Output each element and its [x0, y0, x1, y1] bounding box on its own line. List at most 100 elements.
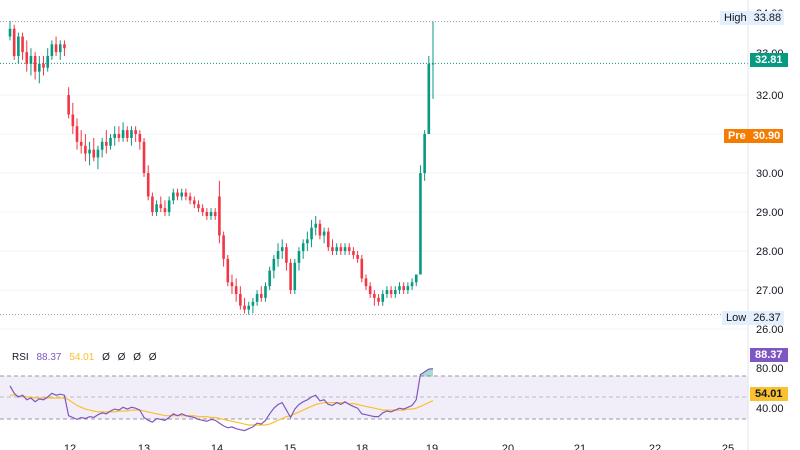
candle-body-22 [100, 141, 104, 150]
candle-body-16 [75, 126, 79, 142]
candle-body-6 [33, 56, 37, 72]
candle-body-86 [368, 286, 372, 294]
candle-body-64 [276, 251, 280, 259]
candle-body-100 [427, 63, 431, 135]
rsi-legend-extra-1: Ø [102, 352, 110, 363]
candle-body-38 [167, 200, 171, 213]
candle-body-55 [239, 293, 242, 306]
candle-body-74 [318, 223, 322, 236]
candle-body-94 [402, 286, 405, 291]
candle-body-66 [285, 247, 288, 263]
candle-body-92 [394, 290, 397, 294]
candle-body-70 [301, 243, 305, 252]
candle-body-46 [201, 208, 204, 213]
candle-body-26 [117, 134, 121, 138]
time-tick-6: 20 [502, 443, 514, 450]
price-tick-6: 26.00 [756, 324, 784, 336]
candle-body-20 [92, 149, 96, 158]
candle-body-59 [255, 293, 259, 302]
candle-body-61 [264, 286, 267, 298]
candle-body-1 [12, 28, 16, 57]
candle-body-33 [146, 173, 150, 197]
candle-body-88 [377, 297, 380, 302]
candle-body-45 [197, 204, 200, 209]
candle-body-15 [71, 114, 75, 127]
time-tick-1: 13 [138, 443, 150, 450]
candle-body-56 [243, 305, 246, 310]
candle-body-40 [176, 192, 179, 197]
candle-body-63 [272, 258, 276, 271]
high-label-value: 33.88 [750, 11, 785, 25]
candle-body-25 [113, 134, 117, 138]
candle-body-84 [360, 258, 364, 279]
price-tick-5: 27.00 [756, 285, 784, 297]
candle-body-21 [96, 149, 100, 158]
candle-body-91 [389, 290, 393, 294]
candle-body-10 [50, 44, 54, 57]
candle-body-58 [251, 301, 255, 306]
time-tick-4: 18 [356, 443, 368, 450]
low-label: Low 26.37 [722, 311, 784, 325]
pre-market-name: Pre [724, 129, 750, 143]
candle-body-30 [134, 130, 137, 135]
candle-body-68 [293, 262, 297, 291]
rsi-ma-badge: 54.01 [750, 387, 788, 401]
time-axis: 12 13 14 15 18 19 20 21 22 25 [64, 443, 734, 450]
candle-body-36 [159, 204, 163, 209]
candle-body-0 [8, 28, 12, 37]
rsi-legend-value: 88.37 [36, 352, 62, 363]
time-tick-5: 19 [426, 443, 438, 450]
candle-body-60 [259, 293, 263, 298]
candle-body-28 [125, 130, 129, 138]
candle-body-35 [155, 204, 158, 213]
candle-body-17 [79, 141, 83, 146]
candle-body-37 [163, 208, 167, 213]
candle-body-23 [105, 141, 108, 146]
price-tick-4: 28.00 [756, 246, 784, 258]
candle-body-48 [209, 212, 213, 216]
candle-body-9 [46, 56, 49, 68]
candles [8, 20, 435, 315]
candle-body-7 [38, 63, 41, 72]
candle-body-41 [180, 192, 184, 197]
candle-body-57 [247, 305, 251, 310]
candle-body-18 [84, 145, 87, 154]
candle-body-101 [431, 63, 435, 65]
candle-body-29 [130, 130, 133, 138]
candle-body-65 [280, 247, 284, 252]
candle-body-72 [310, 227, 313, 240]
price-tick-0: 32.00 [756, 90, 784, 102]
candle-body-49 [213, 212, 217, 216]
candle-body-42 [184, 192, 188, 197]
high-label: High 33.88 [720, 11, 785, 25]
price-tick-3: 29.00 [756, 207, 784, 219]
time-tick-2: 14 [211, 443, 223, 450]
last-price-label: 32.81 [750, 53, 788, 67]
candle-body-69 [297, 251, 301, 263]
candle-body-5 [29, 56, 33, 64]
rsi-ma-line [10, 394, 434, 426]
time-tick-9: 25 [722, 443, 734, 450]
rsi-line [9, 368, 434, 432]
candle-body-73 [314, 223, 318, 228]
candle-body-80 [343, 247, 347, 252]
rsi-pane: 80.00 40.00 [0, 363, 784, 432]
price-tick-2: 30.00 [756, 168, 784, 180]
candle-body-3 [21, 36, 24, 53]
low-label-value: 26.37 [750, 311, 784, 325]
candle-body-77 [331, 247, 334, 252]
candle-body-51 [222, 235, 225, 259]
candle-body-97 [414, 274, 418, 283]
candle-body-4 [25, 52, 29, 64]
candle-body-39 [172, 192, 175, 201]
candle-body-79 [339, 247, 343, 252]
candle-body-98 [419, 173, 422, 275]
rsi-ma-label: 54.01 [750, 387, 788, 401]
rsi-legend-extra-4: Ø [148, 352, 157, 363]
candle-body-2 [17, 36, 20, 57]
candle-body-43 [188, 196, 192, 201]
candle-body-24 [109, 137, 112, 146]
candle-body-87 [373, 293, 376, 298]
last-price-value: 32.81 [750, 53, 788, 67]
candle-body-44 [192, 200, 196, 205]
